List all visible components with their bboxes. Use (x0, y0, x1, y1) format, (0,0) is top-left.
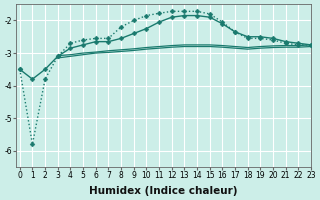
X-axis label: Humidex (Indice chaleur): Humidex (Indice chaleur) (89, 186, 238, 196)
